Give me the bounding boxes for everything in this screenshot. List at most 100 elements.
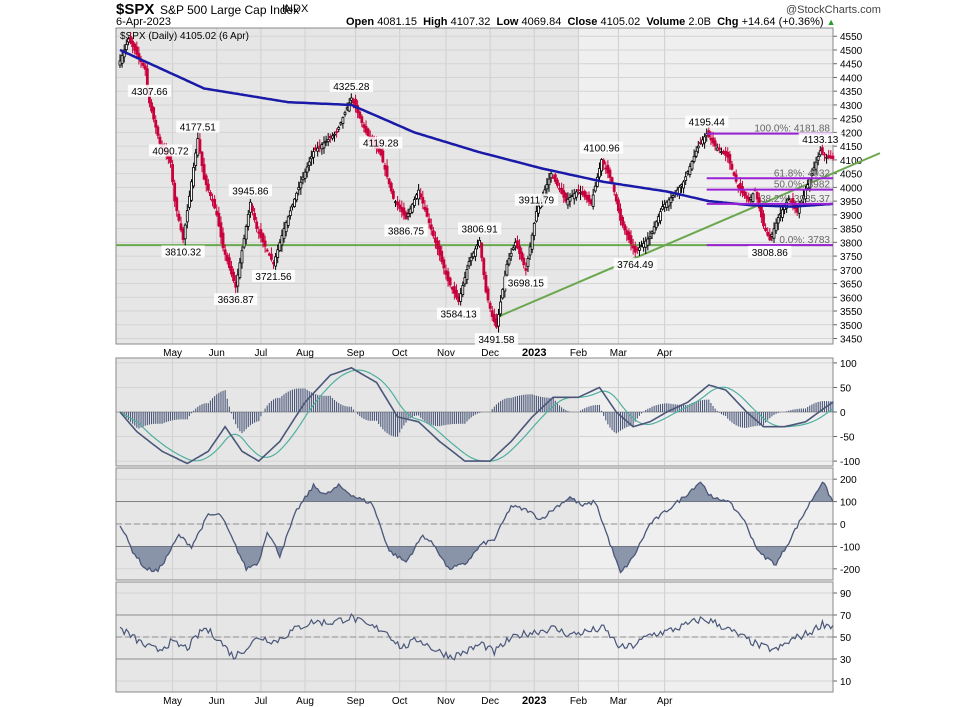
candle-body <box>747 197 751 202</box>
candle-body <box>171 164 174 183</box>
y-tick-label: 3650 <box>840 280 863 291</box>
y-tick-label: 4550 <box>840 32 863 43</box>
candle-body <box>566 198 570 206</box>
exchange-label: INDX <box>282 3 309 15</box>
candle-body <box>408 208 412 214</box>
candle-body <box>482 258 486 276</box>
candle-body <box>570 195 574 198</box>
price-label: 3810.32 <box>165 247 202 258</box>
open-label: Open <box>346 16 375 28</box>
candle-body <box>198 139 202 153</box>
candle-body <box>415 194 418 199</box>
chart-header: $SPX S&P 500 Large Cap Index INDX 6-Apr-… <box>0 0 980 30</box>
candle-body <box>234 281 238 288</box>
candle-body <box>560 187 564 194</box>
candle-body <box>551 176 555 179</box>
candle-body <box>650 231 654 234</box>
candle-body <box>438 245 442 256</box>
y-tick-label: 70 <box>840 611 852 622</box>
price-label-bg <box>579 141 624 154</box>
close-value: 4105.02 <box>600 16 641 28</box>
candle-body <box>232 271 235 282</box>
candle-body <box>173 182 177 202</box>
y-tick-label: 4050 <box>840 170 863 181</box>
price-label: 4100.96 <box>583 144 620 155</box>
y-tick-label: 3800 <box>840 238 863 249</box>
candle-body <box>640 245 643 247</box>
candle-body <box>471 252 475 258</box>
price-label: 3808.86 <box>752 248 789 259</box>
rising-trendline <box>498 152 881 318</box>
x-tick-label: Oct <box>392 348 408 359</box>
price-label: 3886.75 <box>388 226 425 237</box>
candle-body <box>307 161 311 167</box>
candle-body <box>720 151 723 154</box>
y-tick-label: 100 <box>840 498 857 509</box>
candle-body <box>486 288 490 301</box>
price-label-bg <box>514 193 558 206</box>
candle-body <box>396 201 399 206</box>
candle-body <box>593 185 597 192</box>
y-tick-label: 50 <box>840 633 852 644</box>
candle-body <box>436 240 439 250</box>
candle-body <box>366 128 370 136</box>
candle-body <box>495 318 498 328</box>
candle-body <box>389 182 393 192</box>
candle-body <box>187 195 191 208</box>
price-label-bg <box>251 269 296 282</box>
candle-body <box>568 197 572 202</box>
candle-body <box>150 102 153 112</box>
candle-body <box>776 217 780 224</box>
candle-body <box>509 252 513 257</box>
candle-body <box>598 168 601 178</box>
price-label-bg <box>474 333 519 346</box>
candle-body <box>606 164 610 174</box>
x-tick-label: Mar <box>610 348 628 359</box>
candle-body <box>316 147 320 152</box>
candle-body <box>145 68 149 87</box>
panel-1-recent-shade <box>578 28 833 344</box>
y-tick-label: 200 <box>840 475 857 486</box>
candle-body <box>671 195 675 198</box>
candle-body <box>276 249 280 258</box>
candle-body <box>516 240 519 249</box>
y-tick-label: -100 <box>840 457 860 468</box>
candle-body <box>526 258 530 267</box>
y-tick-label: 4350 <box>840 87 863 98</box>
candle-body <box>669 197 673 204</box>
candle-body <box>688 166 692 175</box>
candle-body <box>274 256 278 267</box>
candle-body <box>724 150 728 156</box>
y-tick-label: -50 <box>840 433 855 444</box>
y-tick-label: 90 <box>840 589 852 600</box>
candle-body <box>240 250 244 264</box>
candle-body <box>448 277 452 286</box>
candle-body <box>246 213 250 227</box>
candle-body <box>259 229 263 238</box>
candle-body <box>589 199 593 205</box>
price-label: 3764.49 <box>617 260 654 271</box>
candle-body <box>749 197 753 200</box>
candle-body <box>488 302 492 309</box>
candle-body <box>431 230 435 237</box>
price-label-bg <box>504 276 548 289</box>
candle-body <box>120 55 124 64</box>
candle-body <box>638 247 641 251</box>
candle-body <box>429 224 433 230</box>
candle-body <box>585 194 589 200</box>
candle-body <box>312 151 315 158</box>
candle-body <box>621 216 625 226</box>
y-tick-label: 30 <box>840 655 852 666</box>
candle-body <box>400 207 404 213</box>
candle-body <box>690 161 694 170</box>
candle-body <box>625 230 629 236</box>
y-tick-label: 3900 <box>840 211 863 222</box>
candle-body <box>286 216 290 226</box>
high-value: 4107.32 <box>450 16 491 28</box>
candle-body <box>480 242 484 258</box>
x-tick-label: Nov <box>437 348 455 359</box>
price-label-bg <box>748 245 792 258</box>
y-tick-label: 3550 <box>840 307 863 318</box>
candle-body <box>326 139 330 143</box>
candle-body <box>787 197 791 200</box>
